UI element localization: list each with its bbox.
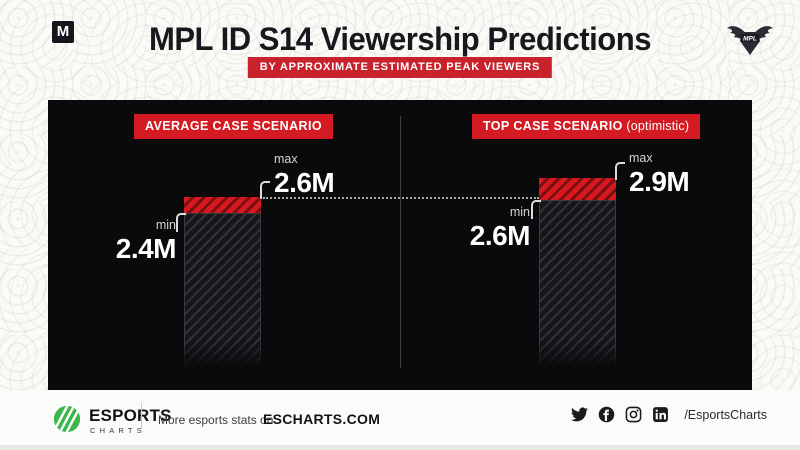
- panel-divider: [400, 116, 401, 368]
- brand-subname: CHARTS: [90, 426, 146, 435]
- average-min-tag: min: [155, 218, 176, 232]
- top-max-bracket: [615, 162, 625, 180]
- brand-name: ESPORTS: [89, 406, 172, 425]
- page-title: MPL ID S14 Viewership Predictions: [148, 21, 652, 57]
- facebook-icon[interactable]: [598, 406, 615, 423]
- average-min-bracket: [176, 213, 186, 232]
- average-scenario-badge: AVERAGE CASE SCENARIO: [134, 114, 333, 139]
- social-handle[interactable]: /EsportsCharts: [684, 407, 767, 422]
- average-min-value: 2.4M: [115, 232, 177, 264]
- footer: ESPORTS CHARTS More esports stats on ESC…: [0, 390, 800, 450]
- top-max-value: 2.9M: [629, 165, 690, 197]
- top-case-max-range-segment: [539, 178, 616, 200]
- mpl-emblem-label: MPL: [743, 35, 757, 42]
- average-case-min-segment: [184, 213, 261, 368]
- top-scenario-badge: TOP CASE SCENARIO (optimistic): [472, 114, 701, 139]
- mpl-emblem-icon: MPL: [727, 26, 773, 55]
- chart-panel: AVERAGE CASE SCENARIO TOP CASE SCENARIO …: [48, 100, 752, 390]
- instagram-icon[interactable]: [625, 406, 642, 423]
- average-max-value: 2.6M: [274, 166, 335, 198]
- top-scenario-label: TOP CASE SCENARIO: [483, 119, 623, 133]
- top-max-value-group: max 2.9M: [629, 151, 690, 197]
- average-max-bracket: [260, 181, 270, 199]
- average-case-max-range-segment: [184, 197, 261, 213]
- top-case-bar: [538, 178, 617, 370]
- reference-dotted-line: [263, 197, 539, 199]
- average-max-tag: max: [274, 152, 298, 166]
- top-min-value: 2.6M: [469, 219, 531, 251]
- linkedin-icon[interactable]: [652, 406, 669, 423]
- top-max-tag: max: [629, 151, 653, 165]
- average-scenario-label: AVERAGE CASE SCENARIO: [145, 119, 322, 133]
- footer-divider: [141, 403, 142, 429]
- top-min-tag: min: [509, 205, 530, 219]
- escharts-link[interactable]: ESCHARTS.COM: [263, 411, 381, 427]
- footer-more-text: More esports stats on: [158, 413, 274, 427]
- monogram-logo: M: [52, 21, 74, 43]
- top-min-value-group: min 2.6M: [442, 205, 531, 251]
- average-max-value-group: max 2.6M: [274, 152, 335, 198]
- esports-charts-logo-icon: [53, 404, 81, 434]
- average-min-value-group: min 2.4M: [88, 218, 177, 264]
- top-min-bracket: [531, 200, 541, 219]
- top-scenario-note: (optimistic): [622, 119, 690, 133]
- average-case-bar: [183, 197, 262, 370]
- social-links: /EsportsCharts: [571, 406, 767, 423]
- twitter-icon[interactable]: [571, 406, 589, 423]
- subtitle-badge: BY APPROXIMATE ESTIMATED PEAK VIEWERS: [247, 57, 553, 78]
- top-case-min-segment: [539, 200, 616, 368]
